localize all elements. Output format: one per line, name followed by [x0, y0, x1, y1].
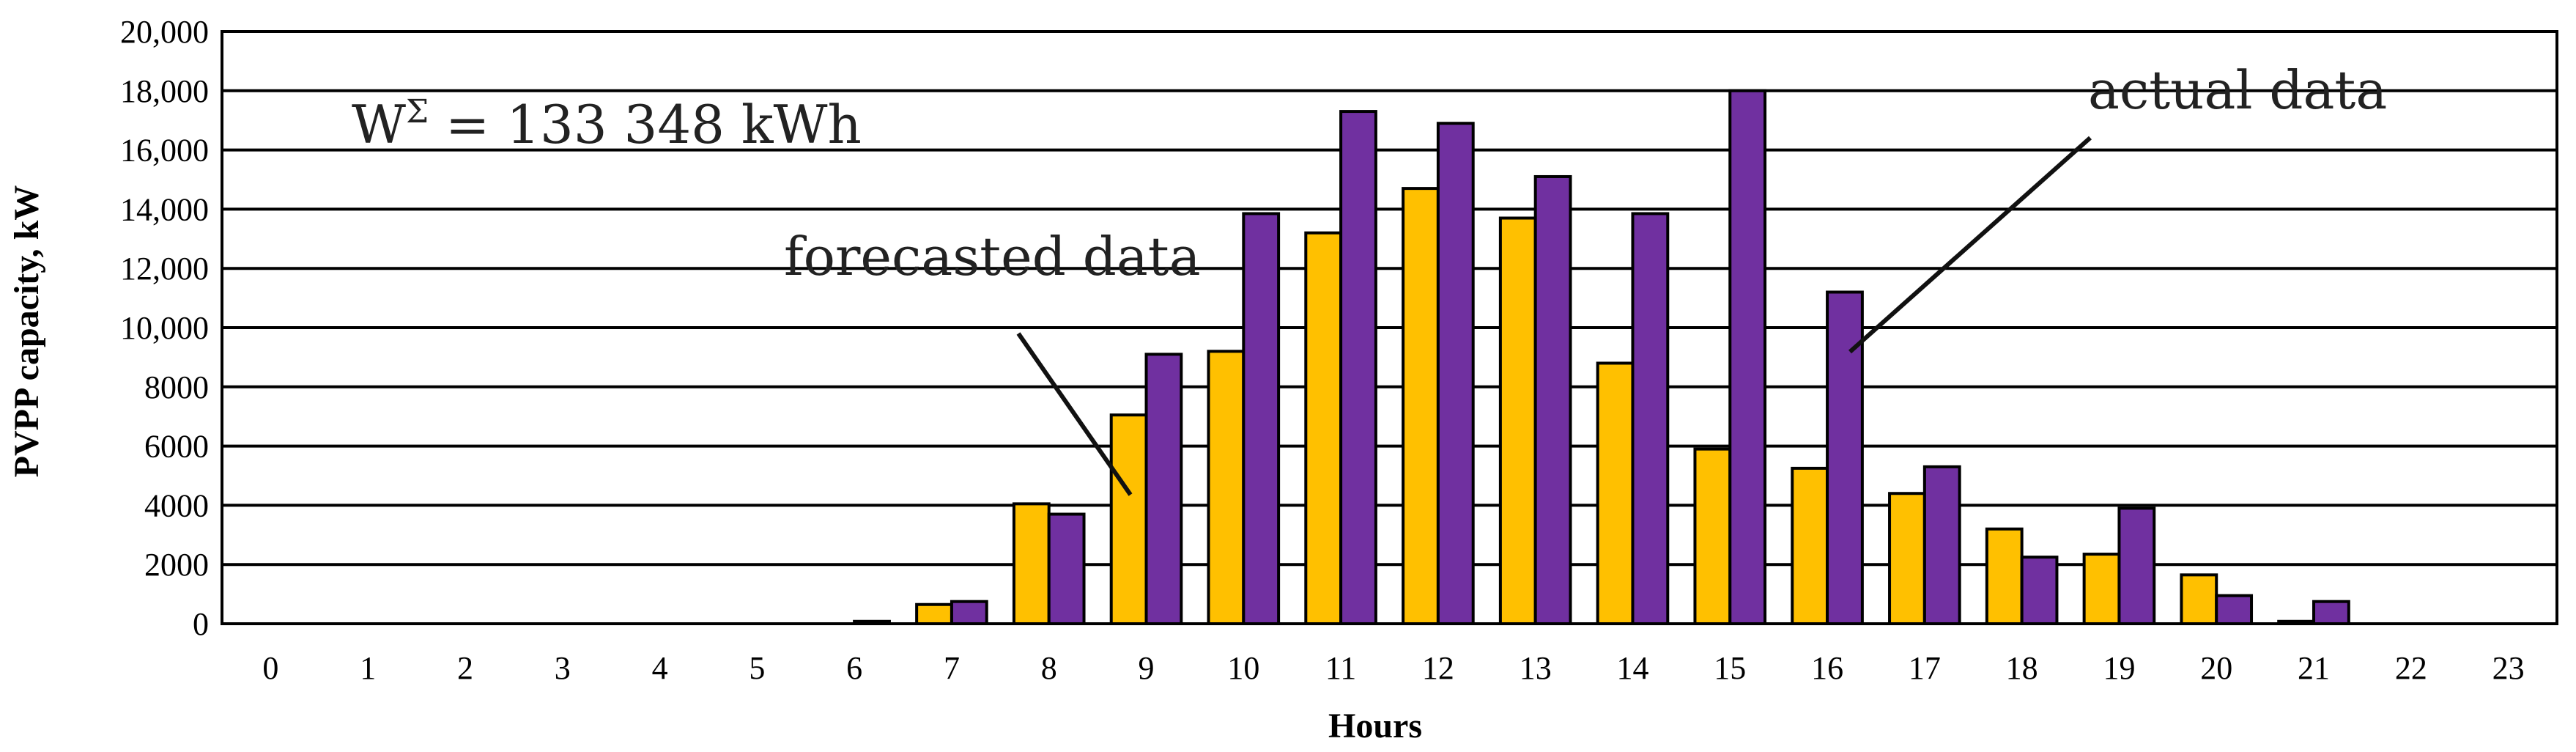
- forecast-bar-7: [915, 602, 953, 625]
- x-tick-label: 18: [2006, 650, 2038, 686]
- forecast-bar-14: [1596, 361, 1635, 625]
- actual-data-leader-line: [1848, 136, 2092, 354]
- y-axis-label: PVPP capacity, kW: [7, 185, 46, 478]
- actual-bar-18: [2020, 556, 2059, 625]
- x-axis-label: Hours: [1328, 707, 1422, 745]
- actual-bar-20: [2215, 594, 2254, 625]
- total-energy-value: = 133 348 kWh: [429, 94, 862, 155]
- x-tick-label: 21: [2298, 650, 2330, 686]
- x-tick-label: 23: [2492, 650, 2525, 686]
- actual-bar-21: [2312, 600, 2350, 626]
- forecast-bar-9: [1109, 413, 1148, 625]
- forecast-bar-10: [1207, 350, 1246, 625]
- forecast-bar-13: [1498, 216, 1537, 625]
- actual-bar-19: [2117, 506, 2156, 625]
- total-energy-symbol: W: [352, 94, 406, 155]
- forecast-bar-15: [1693, 447, 1732, 626]
- actual-bar-15: [1728, 89, 1767, 626]
- x-axis-ticks: 0 1 2 3 4 5 6 7 8 9 10 11 12 13 14 15 16 17 18 19 20 21 22 23: [262, 650, 2524, 686]
- forecast-bar-17: [1888, 492, 1926, 625]
- x-tick-label: 2: [457, 650, 473, 686]
- y-tick-label: 10,000: [120, 310, 209, 346]
- x-tick-label: 0: [262, 650, 278, 686]
- plot-frame: [221, 30, 2558, 625]
- x-tick-label: 4: [652, 650, 668, 686]
- actual-bar-17: [1922, 465, 1961, 625]
- total-energy-superscript: Σ: [406, 93, 429, 130]
- actual-bar-11: [1339, 110, 1377, 625]
- actual-bar-9: [1144, 353, 1183, 625]
- forecasted-data-label: forecasted data: [784, 226, 1201, 287]
- y-tick-label: 18,000: [120, 73, 209, 109]
- x-tick-label: 8: [1041, 650, 1057, 686]
- x-tick-label: 1: [360, 650, 376, 686]
- y-tick-label: 0: [193, 606, 209, 642]
- forecast-bar-18: [1985, 527, 2024, 625]
- forecast-bar-20: [2180, 573, 2218, 626]
- x-tick-label: 13: [1520, 650, 1552, 686]
- x-tick-label: 20: [2200, 650, 2232, 686]
- actual-bar-13: [1533, 174, 1572, 625]
- forecast-bar-19: [2082, 553, 2121, 625]
- actual-bar-10: [1242, 212, 1281, 625]
- y-tick-label: 4000: [144, 487, 209, 523]
- x-tick-label: 17: [1909, 650, 1941, 686]
- actual-bar-8: [1047, 512, 1086, 626]
- x-tick-label: 11: [1325, 650, 1356, 686]
- actual-bar-12: [1436, 122, 1475, 626]
- gridlines: [222, 89, 2557, 567]
- x-tick-label: 14: [1616, 650, 1648, 686]
- x-tick-label: 5: [749, 650, 765, 686]
- x-tick-label: 22: [2395, 650, 2427, 686]
- x-tick-label: 19: [2103, 650, 2135, 686]
- bars: [853, 89, 2350, 626]
- forecasted-data-leader-line: [1016, 332, 1133, 496]
- actual-bar-16: [1826, 290, 1864, 625]
- x-tick-label: 3: [555, 650, 571, 686]
- actual-bar-14: [1631, 212, 1670, 625]
- forecast-bar-8: [1012, 502, 1051, 625]
- y-tick-label: 16,000: [120, 133, 209, 169]
- actual-data-label: actual data: [2088, 59, 2387, 121]
- y-axis-ticks: 0 2000 4000 6000 8000 10,000 12,000 14,000 16,00…: [120, 14, 209, 642]
- x-tick-label: 7: [944, 650, 960, 686]
- y-tick-label: 14,000: [120, 191, 209, 227]
- x-tick-label: 6: [846, 650, 862, 686]
- x-tick-label: 12: [1422, 650, 1454, 686]
- y-tick-label: 6000: [144, 429, 209, 465]
- forecast-bar-16: [1791, 466, 1829, 626]
- x-tick-label: 15: [1714, 650, 1746, 686]
- forecast-bar-12: [1402, 187, 1440, 625]
- actual-bar-7: [950, 600, 988, 626]
- y-tick-label: 12,000: [120, 251, 209, 287]
- y-tick-label: 8000: [144, 369, 209, 405]
- x-tick-label: 10: [1227, 650, 1259, 686]
- forecast-bar-11: [1304, 231, 1343, 626]
- total-energy-annotation: WΣ = 133 348 kWh: [352, 93, 862, 155]
- y-tick-label: 2000: [144, 547, 209, 583]
- y-tick-label: 20,000: [120, 14, 209, 50]
- x-tick-label: 16: [1811, 650, 1843, 686]
- x-tick-label: 9: [1139, 650, 1155, 686]
